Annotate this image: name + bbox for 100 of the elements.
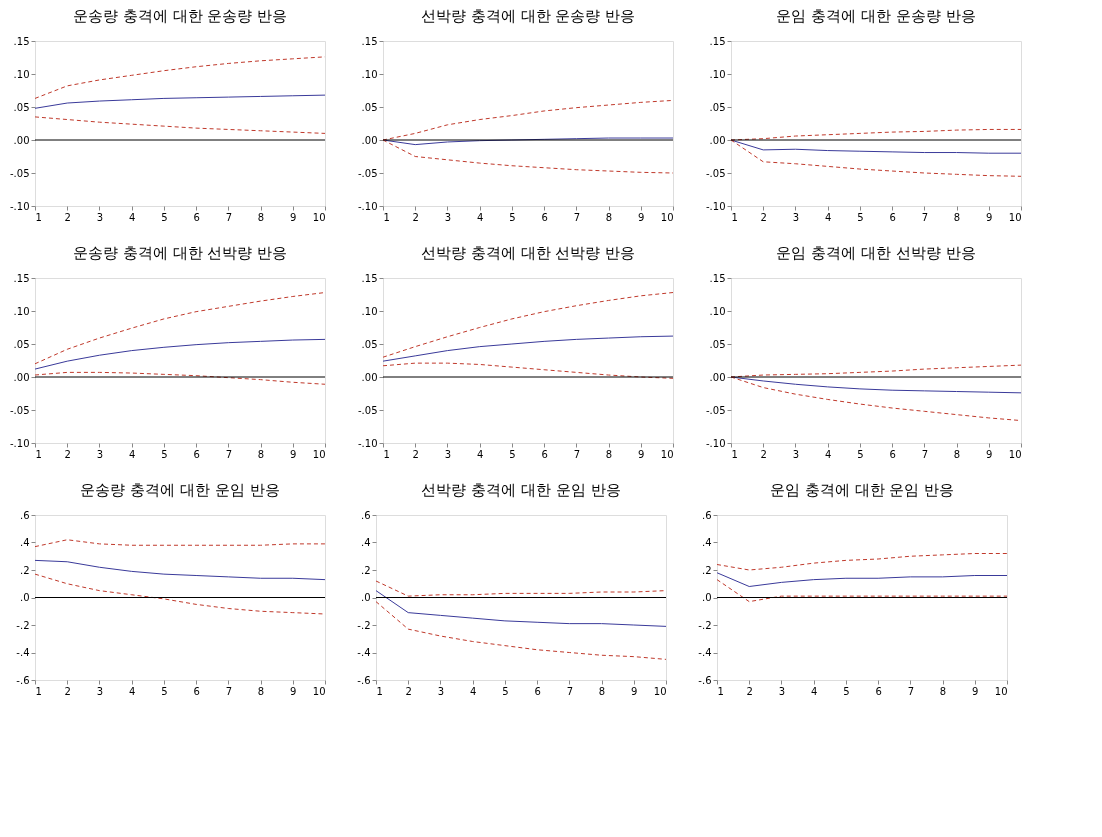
chart-title: 선박량 충격에 대한 선박량 반응	[420, 244, 636, 262]
x-tick-label: 2	[64, 448, 71, 460]
x-tick-label: 10	[312, 685, 326, 697]
x-tick-label: 3	[792, 448, 800, 460]
x-tick-label: 4	[469, 685, 477, 697]
y-tick-label: -.05	[9, 404, 30, 416]
x-tick-label: 7	[566, 685, 574, 697]
y-tick-label: .15	[361, 35, 378, 47]
y-tick-label: .00	[361, 371, 378, 383]
y-tick-label: -.10	[357, 437, 378, 449]
y-tick-label: .6	[701, 509, 712, 521]
x-tick-label: 3	[792, 211, 800, 223]
y-tick-label: .4	[19, 537, 30, 548]
y-tick-label: .00	[13, 371, 30, 383]
x-tick-label: 4	[476, 448, 484, 460]
x-tick-label: 5	[161, 685, 168, 697]
x-tick-label: 1	[383, 211, 390, 223]
x-tick-label: 5	[161, 448, 168, 460]
x-tick-label: 8	[257, 211, 265, 223]
x-tick-label: 1	[376, 685, 383, 697]
x-tick-label: 10	[653, 685, 667, 697]
line-series	[375, 590, 667, 627]
x-tick-label: 2	[412, 448, 419, 460]
y-tick-label: -.05	[9, 167, 30, 179]
x-tick-label: 1	[383, 448, 390, 460]
x-tick-label: 8	[257, 448, 265, 460]
y-tick-label: .6	[360, 509, 371, 521]
x-tick-label: 3	[778, 685, 786, 697]
x-tick-label: 1	[35, 211, 42, 223]
x-tick-label: 9	[290, 685, 297, 697]
y-tick-label: -.2	[16, 619, 30, 631]
x-tick-label: 2	[64, 211, 71, 223]
y-tick-label: -.2	[698, 619, 712, 631]
x-tick-label: 9	[638, 211, 645, 223]
x-tick-label: 7	[921, 211, 929, 223]
x-tick-label: 1	[731, 211, 738, 223]
y-tick-label: -.6	[16, 674, 30, 686]
x-tick-label: 7	[225, 685, 233, 697]
x-tick-label: 7	[573, 448, 581, 460]
x-tick-label: 2	[64, 685, 71, 697]
x-tick-label: 5	[843, 685, 850, 697]
y-tick-label: .05	[13, 101, 30, 113]
y-tick-label: .15	[709, 35, 726, 47]
x-tick-label: 4	[824, 211, 832, 223]
x-tick-label: 8	[605, 448, 613, 460]
x-tick-label: 3	[437, 685, 445, 697]
y-tick-label: .05	[709, 101, 726, 113]
y-tick-label: .05	[13, 338, 30, 350]
chart-title: 운임 충격에 대한 운임 반응	[769, 481, 955, 499]
y-tick-label: -.10	[705, 437, 726, 449]
line-series	[34, 116, 326, 134]
y-tick-label: -.10	[357, 200, 378, 212]
y-tick-label: .0	[701, 592, 712, 603]
line-series	[716, 572, 1008, 587]
x-tick-label: 1	[717, 685, 724, 697]
y-tick-label: .10	[709, 68, 726, 80]
y-tick-label: -.2	[357, 619, 371, 631]
line-series	[375, 601, 667, 660]
x-tick-label: 7	[225, 448, 233, 460]
x-tick-label: 10	[660, 448, 674, 460]
y-tick-label: .10	[361, 305, 378, 317]
y-tick-label: .2	[701, 564, 712, 576]
line-series	[716, 553, 1008, 571]
x-tick-label: 9	[986, 211, 993, 223]
x-tick-label: 8	[953, 448, 961, 460]
y-tick-label: .4	[360, 537, 371, 548]
x-tick-label: 4	[476, 211, 484, 223]
y-tick-label: .00	[361, 134, 378, 146]
y-tick-label: .10	[361, 68, 378, 80]
x-tick-label: 6	[889, 448, 896, 460]
y-tick-label: -.6	[357, 674, 371, 686]
x-tick-label: 7	[921, 448, 929, 460]
x-tick-label: 6	[193, 211, 200, 223]
y-tick-label: -.05	[705, 404, 726, 416]
chart-title: 운송량 충격에 대한 선박량 반응	[72, 244, 288, 262]
y-tick-label: .15	[361, 272, 378, 284]
y-tick-label: -.6	[698, 674, 712, 686]
chart-title: 운임 충격에 대한 선박량 반응	[776, 244, 976, 262]
x-tick-label: 5	[509, 211, 516, 223]
y-tick-label: .10	[13, 305, 30, 317]
x-tick-label: 3	[96, 685, 104, 697]
y-tick-label: .10	[709, 305, 726, 317]
y-tick-label: .05	[361, 338, 378, 350]
y-tick-label: -.4	[357, 647, 371, 658]
x-tick-label: 4	[824, 448, 832, 460]
x-tick-label: 3	[96, 211, 104, 223]
x-tick-label: 8	[257, 685, 265, 697]
x-tick-label: 2	[760, 448, 767, 460]
y-tick-label: -.05	[705, 167, 726, 179]
y-tick-label: .2	[19, 564, 30, 576]
x-tick-label: 7	[907, 685, 915, 697]
x-tick-label: 10	[1008, 211, 1022, 223]
x-tick-label: 8	[598, 685, 606, 697]
chart-title: 운임 충격에 대한 운송량 반응	[776, 7, 976, 25]
y-tick-label: -.05	[357, 167, 378, 179]
line-series	[34, 559, 326, 581]
x-tick-label: 9	[986, 448, 993, 460]
x-tick-label: 2	[760, 211, 767, 223]
line-series	[34, 338, 326, 370]
x-tick-label: 4	[128, 685, 136, 697]
